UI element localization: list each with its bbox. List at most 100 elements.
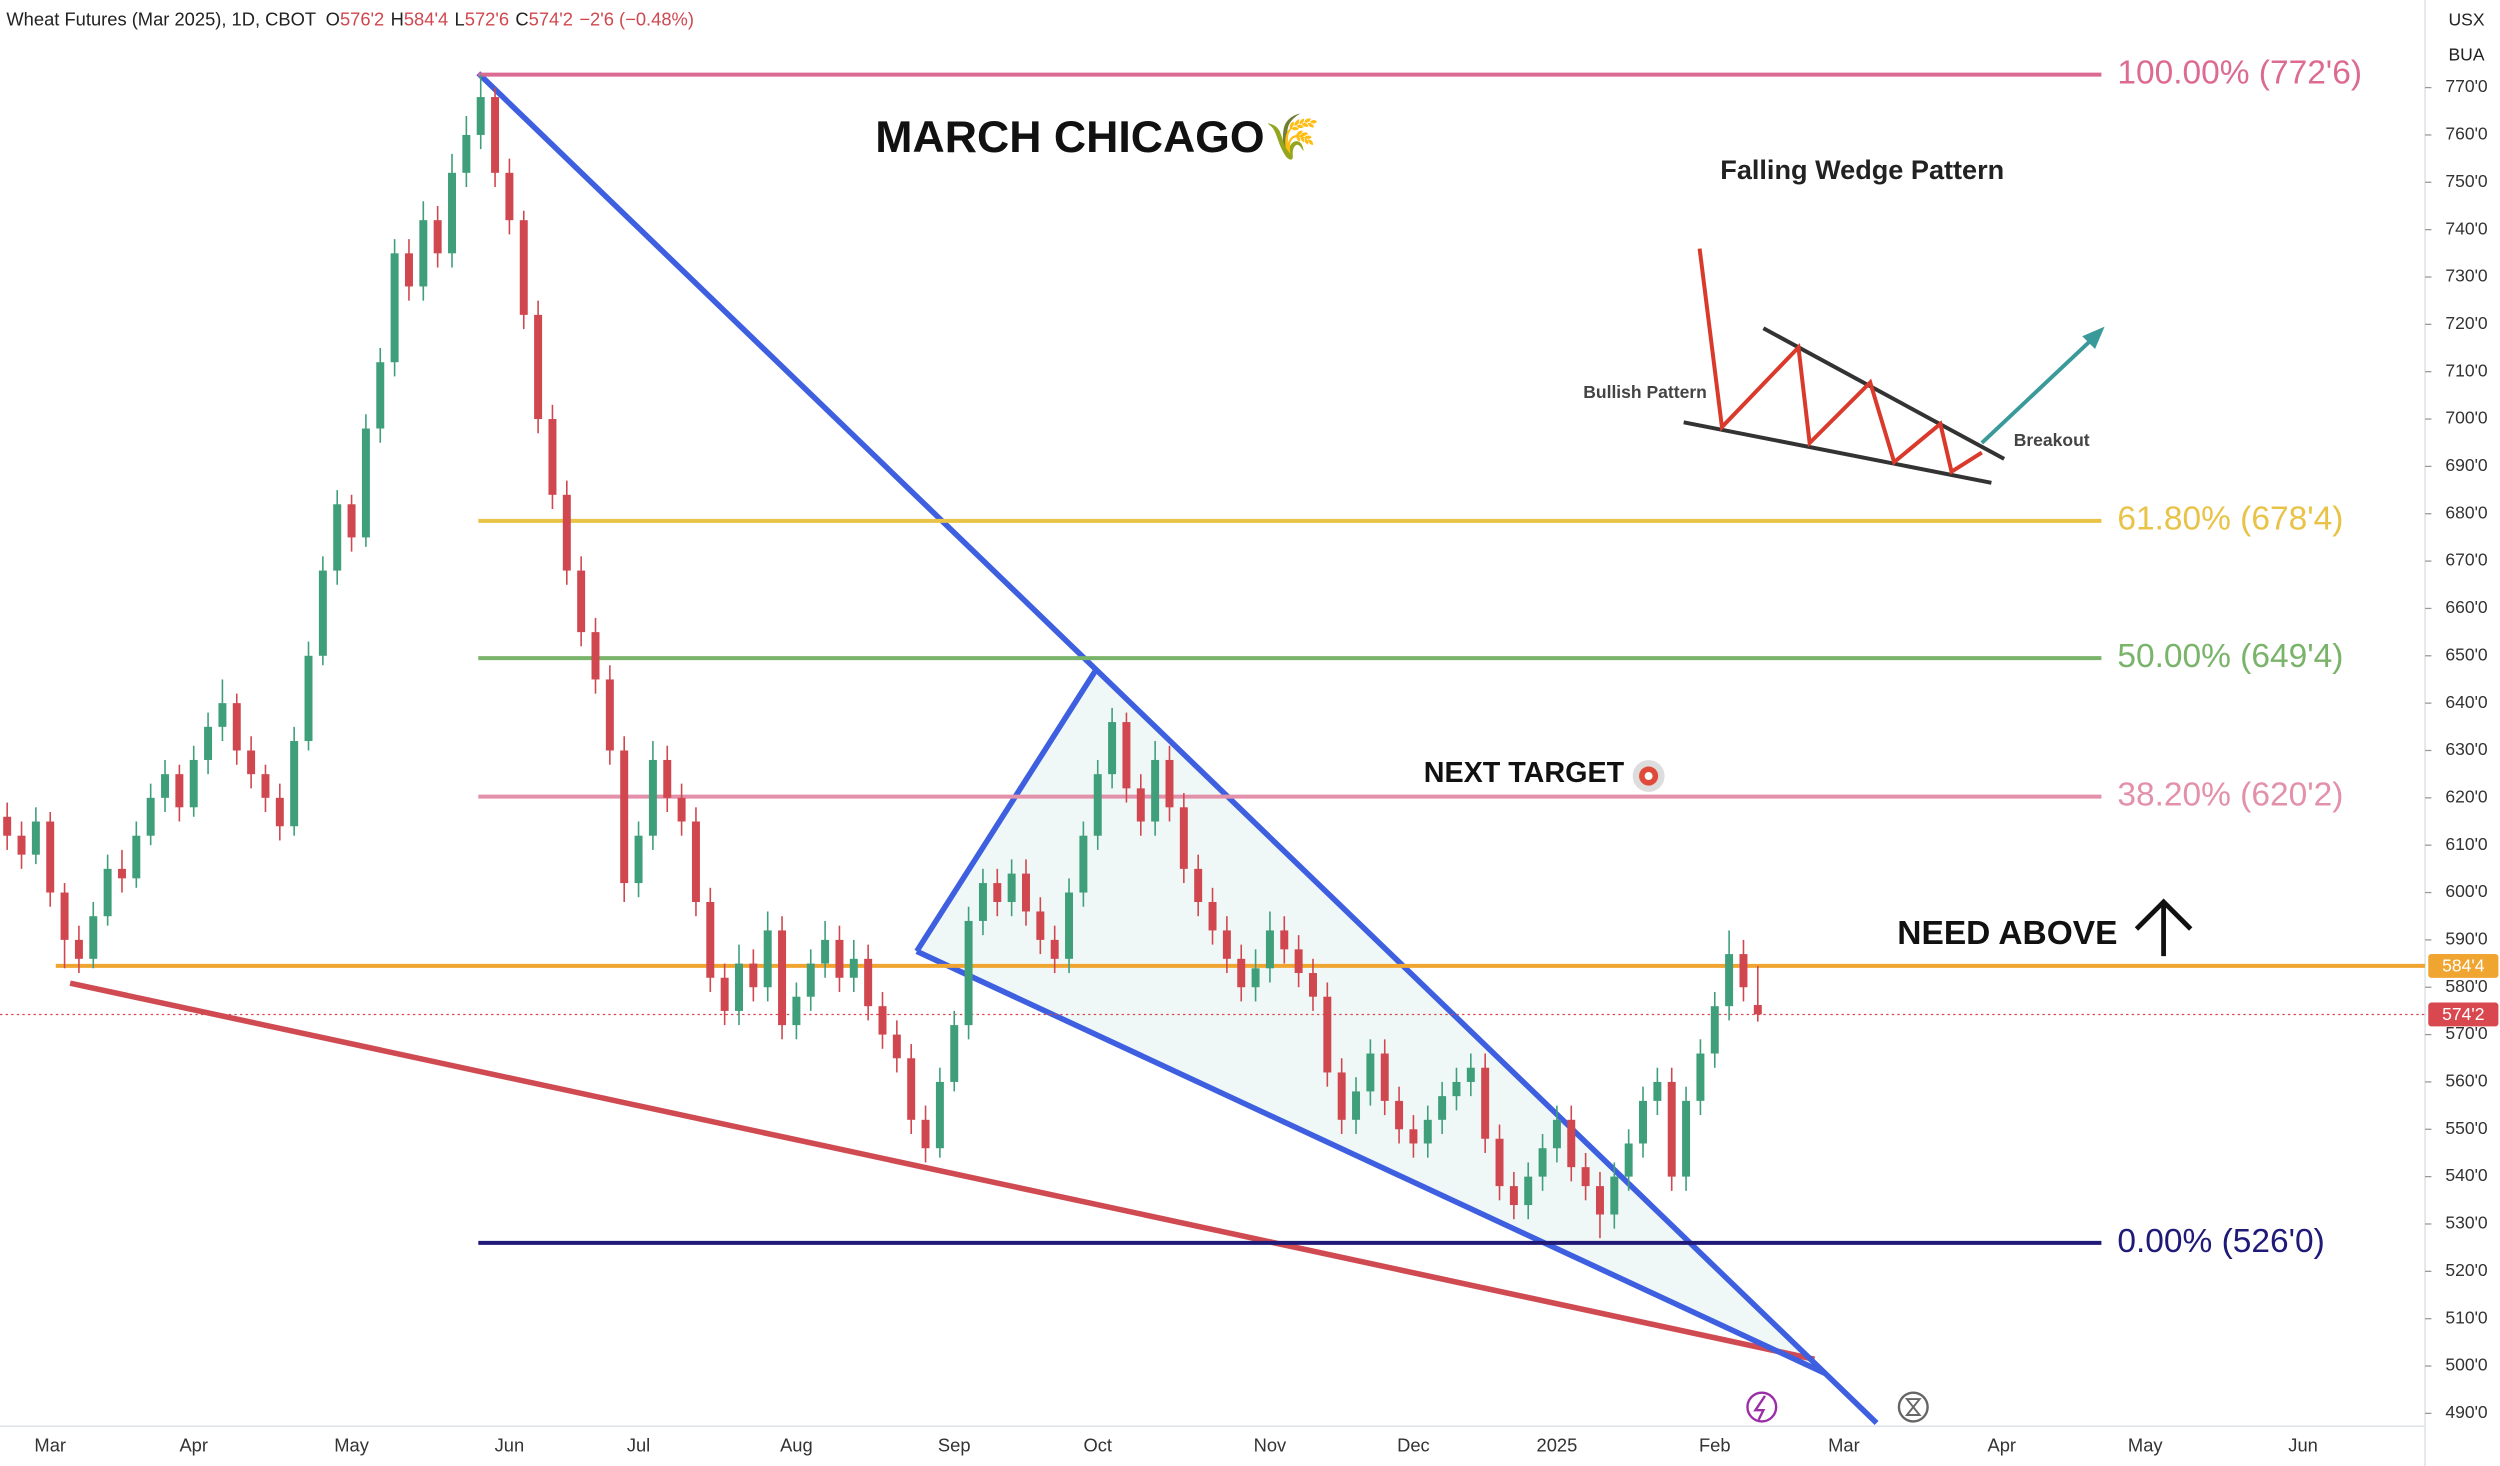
candle-body: [17, 835, 26, 855]
candle-body: [1610, 1176, 1619, 1215]
candle-body: [462, 134, 471, 173]
price-tag-label: 574'2: [2442, 1004, 2484, 1024]
x-tick-label: Sep: [938, 1435, 971, 1456]
inset-breakout: [1980, 337, 2094, 445]
candle-body: [1495, 1138, 1504, 1187]
y-tick-label: 510'0: [2445, 1307, 2488, 1327]
candle-body: [146, 797, 155, 836]
candle-body: [1725, 954, 1734, 1007]
candle-body: [103, 868, 112, 917]
candle-body: [763, 930, 772, 988]
event-icon[interactable]: [1746, 1391, 1778, 1423]
candle-body: [1007, 873, 1016, 903]
candle-body: [792, 996, 801, 1026]
legend-value: 584'4: [404, 9, 448, 30]
candle-body: [935, 1081, 944, 1149]
candle-body: [1509, 1186, 1518, 1206]
legend-value: 576'2: [340, 9, 384, 30]
candle-body: [1194, 868, 1203, 903]
x-tick-label: May: [334, 1435, 369, 1456]
expiry-icon-glass: [1904, 1398, 1922, 1416]
pattern-title: Falling Wedge Pattern: [1720, 154, 2004, 185]
candle-body: [878, 1006, 887, 1035]
candle-body: [1567, 1119, 1576, 1168]
candle-body: [1710, 1006, 1719, 1054]
candle-body: [691, 821, 700, 903]
candle-body: [835, 939, 844, 978]
y-tick-label: 600'0: [2445, 881, 2488, 901]
legend-key: H: [391, 9, 404, 30]
inset-zigzag: [1697, 248, 1983, 475]
y-tick-label: 550'0: [2445, 1118, 2488, 1138]
price-tag: [2428, 1002, 2499, 1027]
wedge-left-line: [914, 669, 1098, 953]
pattern-left-label: Bullish Pattern: [1583, 382, 1707, 402]
y-tick-label: 500'0: [2445, 1355, 2488, 1375]
need-above: NEED ABOVE: [1897, 915, 2117, 952]
expiry-icon[interactable]: [1897, 1391, 1929, 1423]
candle-body: [1409, 1129, 1418, 1144]
candle-body: [1337, 1072, 1346, 1120]
candle-body: [806, 963, 815, 997]
y-tick-label: 650'0: [2445, 644, 2488, 664]
y-tick-label: 590'0: [2445, 929, 2488, 949]
bottom-icons: [1746, 1391, 1929, 1423]
candle-body: [1753, 1004, 1762, 1015]
candle-body: [735, 963, 743, 1011]
candle-body: [892, 1034, 901, 1059]
candle-body: [677, 797, 686, 822]
candle-body: [1151, 759, 1160, 822]
unit: BUA: [2449, 44, 2485, 64]
candle-body: [1481, 1067, 1490, 1139]
y-tick-label: 520'0: [2445, 1260, 2488, 1280]
candle-body: [548, 419, 557, 495]
y-tick-label: 670'0: [2445, 550, 2488, 570]
candle-body: [1237, 958, 1246, 988]
candle-body: [31, 821, 40, 855]
candle-body: [964, 920, 973, 1026]
header-title: Wheat Futures (Mar 2025), 1D, CBOT: [6, 9, 316, 30]
candle-body: [1682, 1100, 1691, 1177]
candle-body: [1108, 722, 1117, 775]
candle-body: [261, 774, 270, 798]
candle-body: [404, 253, 413, 287]
candle-body: [247, 750, 256, 775]
y-tick-label: 700'0: [2445, 408, 2488, 428]
y-tick-label: 610'0: [2445, 834, 2488, 854]
x-tick-label: Oct: [1083, 1435, 1112, 1456]
candle-body: [648, 759, 657, 836]
candle-body: [1466, 1067, 1475, 1082]
candle-body: [1653, 1081, 1662, 1101]
candle-body: [3, 816, 12, 836]
y-tick-label: 620'0: [2445, 786, 2488, 806]
candle-body: [1452, 1081, 1461, 1097]
y-tick-label: 660'0: [2445, 597, 2488, 617]
x-tick-label: Nov: [1254, 1435, 1287, 1456]
candle-body: [390, 253, 399, 363]
candle-body: [1366, 1053, 1375, 1092]
candle-body: [663, 759, 672, 798]
candle-body: [117, 868, 126, 879]
candle-body: [1179, 807, 1188, 869]
y-tick-label: 680'0: [2445, 502, 2488, 522]
candle-body: [476, 97, 485, 135]
candle-body: [1639, 1100, 1648, 1144]
candle-body: [1395, 1100, 1404, 1130]
candle-body: [161, 774, 170, 798]
legend-key: C: [515, 9, 528, 30]
price-tag-label: 584'4: [2442, 955, 2485, 975]
candle-body: [1438, 1096, 1447, 1120]
candle-body: [821, 939, 830, 964]
candle-body: [1538, 1148, 1547, 1177]
candle-body: [491, 97, 500, 173]
candle-body: [132, 835, 141, 879]
inset-lower-line: [1683, 420, 1992, 485]
legend-value: 572'6: [465, 9, 509, 30]
candle-body: [1065, 892, 1074, 959]
candle-body: [950, 1025, 959, 1082]
candle-body: [1265, 930, 1274, 969]
candle-body: [1624, 1143, 1633, 1177]
candle-body: [1280, 930, 1289, 950]
